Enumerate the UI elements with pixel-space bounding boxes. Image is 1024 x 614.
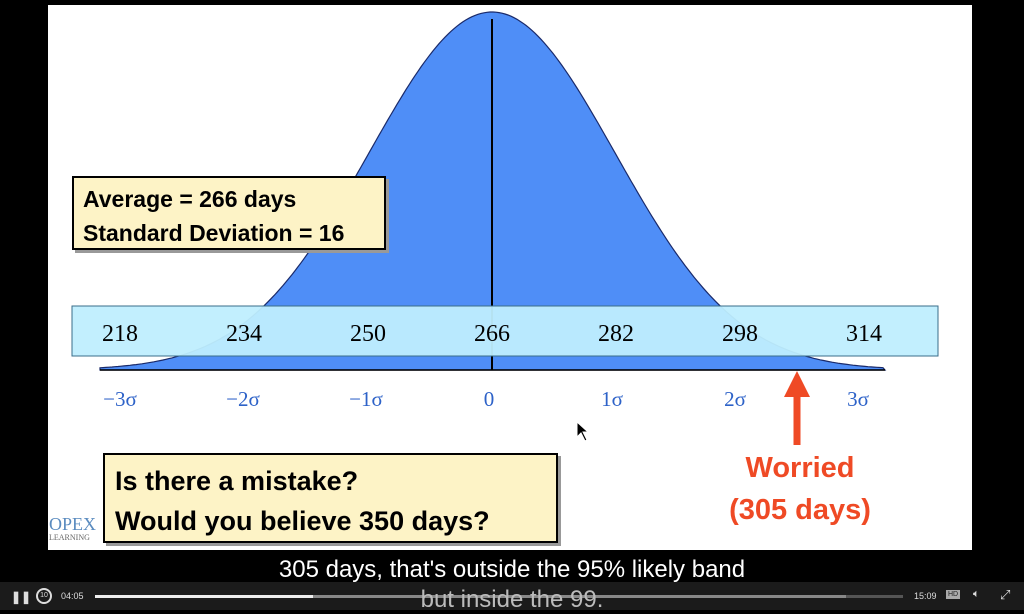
question-box: Is there a mistake? Would you believe 35… bbox=[103, 453, 558, 543]
stats-box: Average = 266 days Standard Deviation = … bbox=[72, 176, 386, 250]
sigma-label: −2σ bbox=[226, 387, 260, 411]
average-text: Average = 266 days bbox=[83, 186, 297, 212]
slide: 218 −3σ 234 −2σ 250 −1σ 266 0 282 1σ 298 2σ 314 3σ Av… bbox=[48, 5, 972, 550]
question-line-2: Would you believe 350 days? bbox=[115, 506, 490, 536]
sigma-label: 3σ bbox=[847, 387, 869, 411]
replay-10-icon[interactable]: 10 bbox=[36, 588, 52, 604]
buffered-bar bbox=[95, 595, 847, 598]
fullscreen-icon[interactable]: ⤢ bbox=[1000, 587, 1011, 602]
progress-track[interactable] bbox=[95, 595, 903, 598]
std-dev-text: Standard Deviation = 16 bbox=[83, 220, 345, 246]
sigma-label: 1σ bbox=[601, 387, 623, 411]
band-value: 250 bbox=[350, 321, 386, 347]
pause-icon[interactable]: ❚❚ bbox=[11, 590, 32, 604]
band-value: 314 bbox=[846, 321, 882, 347]
worried-label: Worried bbox=[745, 452, 855, 484]
sigma-label: −3σ bbox=[103, 387, 137, 411]
progress-fill bbox=[95, 595, 314, 598]
current-time: 04:05 bbox=[61, 591, 84, 601]
value-band bbox=[71, 305, 939, 357]
band-value: 266 bbox=[474, 321, 510, 347]
mouse-cursor-icon bbox=[576, 420, 590, 442]
sigma-label: −1σ bbox=[349, 387, 383, 411]
player-controls: ❚❚ 10 04:05 15:09 HD 🔈︎ ⤢ bbox=[0, 582, 1024, 610]
marker-arrow bbox=[784, 371, 810, 445]
hd-icon[interactable]: HD bbox=[946, 590, 961, 599]
band-value: 234 bbox=[226, 321, 262, 347]
opex-logo: OPEX LEARNING bbox=[49, 514, 97, 542]
caption-line-2: but inside the 99. bbox=[420, 586, 604, 613]
volume-icon[interactable]: 🔈︎ bbox=[973, 588, 980, 600]
duration: 15:09 bbox=[914, 591, 937, 601]
band-value: 298 bbox=[722, 321, 758, 347]
band-value: 282 bbox=[598, 321, 634, 347]
caption-line-1: 305 days, that's outside the 95% likely … bbox=[278, 556, 746, 583]
sigma-label: 2σ bbox=[724, 387, 746, 411]
worried-days: (305 days) bbox=[729, 494, 871, 526]
band-value: 218 bbox=[102, 321, 138, 347]
sigma-label: 0 bbox=[483, 387, 495, 411]
bell-curve-chart bbox=[71, 11, 939, 445]
question-line-1: Is there a mistake? bbox=[115, 466, 359, 496]
